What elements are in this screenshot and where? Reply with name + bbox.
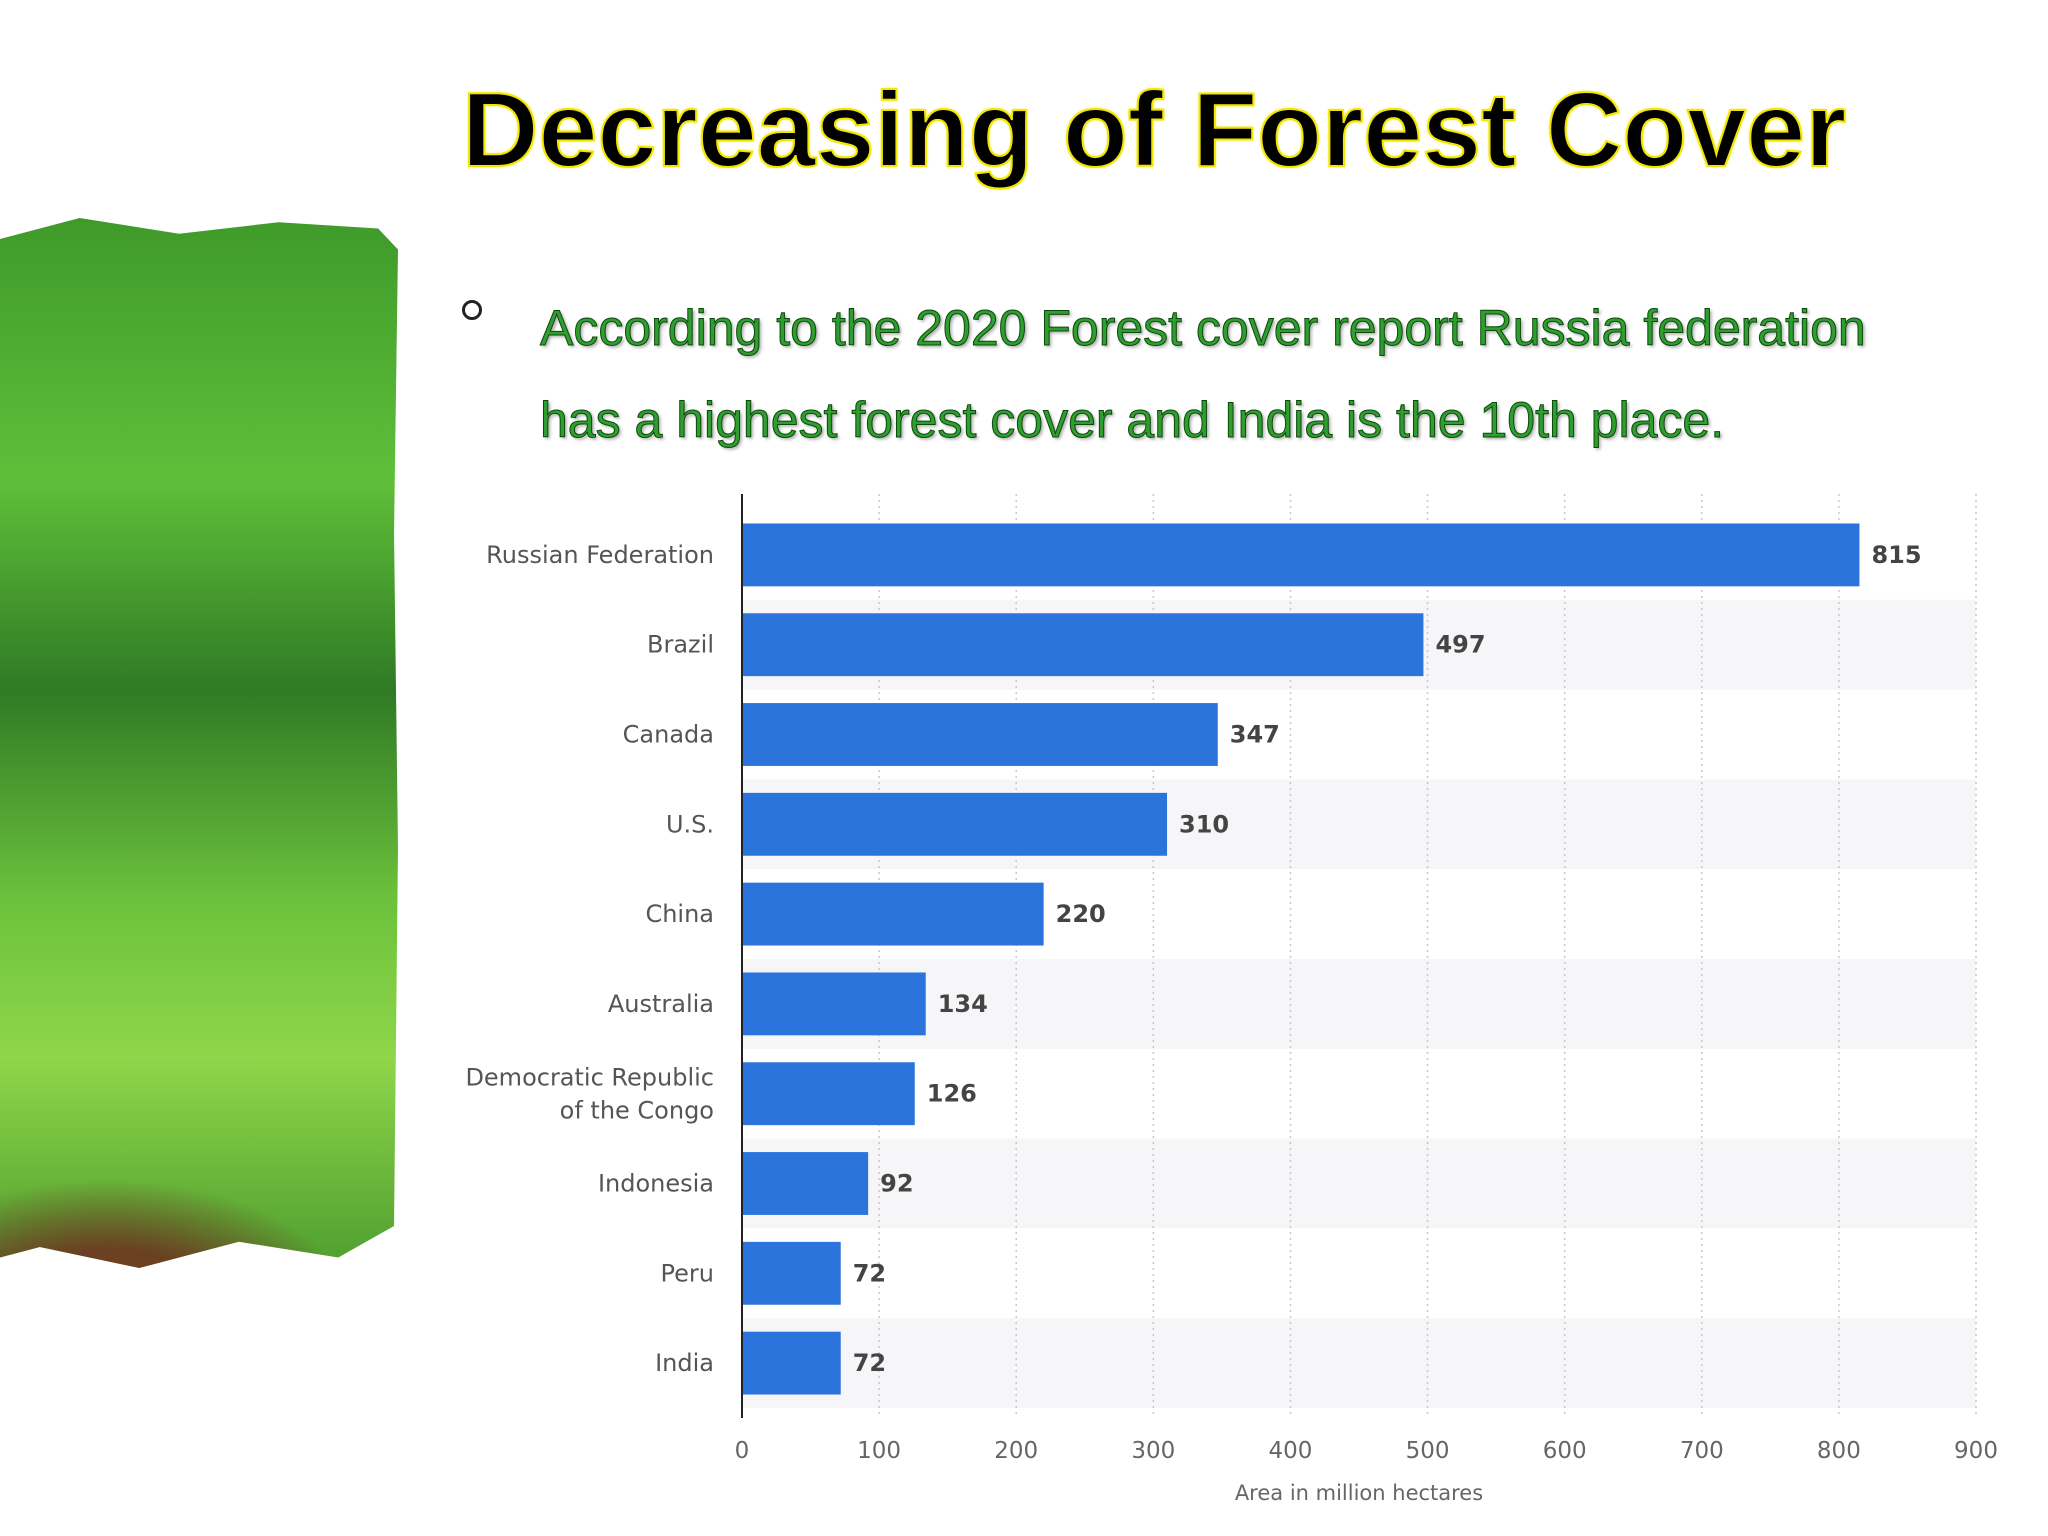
category-label-line: India — [655, 1349, 714, 1377]
row-band — [742, 959, 1976, 1049]
category-label-line: Democratic Republic — [465, 1064, 714, 1092]
category-label: Indonesia — [598, 1170, 714, 1198]
x-tick-label: 100 — [857, 1438, 901, 1464]
category-label-line: Australia — [608, 990, 714, 1018]
x-tick-label: 800 — [1817, 1438, 1861, 1464]
value-label: 497 — [1435, 631, 1485, 659]
row-band — [742, 1318, 1976, 1408]
x-tick-label: 900 — [1954, 1438, 1998, 1464]
value-label: 72 — [853, 1259, 886, 1287]
value-label: 134 — [938, 990, 988, 1018]
category-label-line: Brazil — [647, 631, 714, 659]
category-label-line: Indonesia — [598, 1170, 714, 1198]
row-band — [742, 1138, 1976, 1229]
category-label-line: Canada — [623, 721, 714, 749]
bar — [742, 1331, 841, 1395]
bar — [742, 972, 926, 1036]
category-label: India — [655, 1349, 714, 1377]
bar — [742, 1062, 915, 1126]
category-label-line: Peru — [661, 1259, 714, 1287]
category-label: Brazil — [647, 631, 714, 659]
category-label-line: Russian Federation — [486, 541, 714, 569]
value-label: 126 — [927, 1080, 977, 1108]
bar — [742, 703, 1218, 766]
value-label: 72 — [853, 1349, 886, 1377]
category-label: Russian Federation — [486, 541, 714, 569]
category-label: China — [645, 900, 714, 928]
bullet-circle-icon — [462, 300, 482, 320]
category-label: Canada — [623, 721, 714, 749]
x-tick-label: 700 — [1680, 1438, 1724, 1464]
x-tick-label: 200 — [994, 1438, 1038, 1464]
bar — [742, 523, 1860, 587]
category-label-line: U.S. — [666, 810, 714, 838]
category-label: Australia — [608, 990, 714, 1018]
value-label: 815 — [1871, 541, 1921, 569]
bar — [742, 1152, 869, 1215]
bar — [742, 792, 1168, 856]
bar — [742, 1241, 841, 1305]
slide-title: Decreasing of Forest Cover — [461, 70, 1847, 190]
x-tick-label: 500 — [1406, 1438, 1450, 1464]
value-label: 347 — [1230, 721, 1280, 749]
value-label: 220 — [1056, 900, 1106, 928]
x-tick-label: 400 — [1268, 1438, 1312, 1464]
value-label: 310 — [1179, 810, 1229, 838]
forest-cover-chart: 815 Russian Federation 497 Brazil 347 Canada 3… — [440, 480, 2000, 1520]
bar — [742, 882, 1044, 946]
x-axis-title: Area in million hectares — [1235, 1481, 1483, 1505]
forest-path — [0, 1178, 360, 1268]
bullet-text: According to the 2020 Forest cover repor… — [540, 300, 1867, 449]
x-tick-label: 0 — [735, 1438, 750, 1464]
bar-chart-svg: 815 Russian Federation 497 Brazil 347 Canada 3… — [465, 494, 1998, 1505]
category-label-line: of the Congo — [560, 1097, 714, 1125]
bar — [742, 613, 1424, 677]
category-label: Peru — [661, 1259, 714, 1287]
x-tick-label: 300 — [1131, 1438, 1175, 1464]
x-tick-label: 600 — [1543, 1438, 1587, 1464]
forest-image — [0, 218, 398, 1268]
value-label: 92 — [880, 1170, 913, 1198]
category-label: Democratic Republic of the Congo — [465, 1064, 714, 1125]
category-label: U.S. — [666, 810, 714, 838]
category-label-line: China — [645, 900, 714, 928]
